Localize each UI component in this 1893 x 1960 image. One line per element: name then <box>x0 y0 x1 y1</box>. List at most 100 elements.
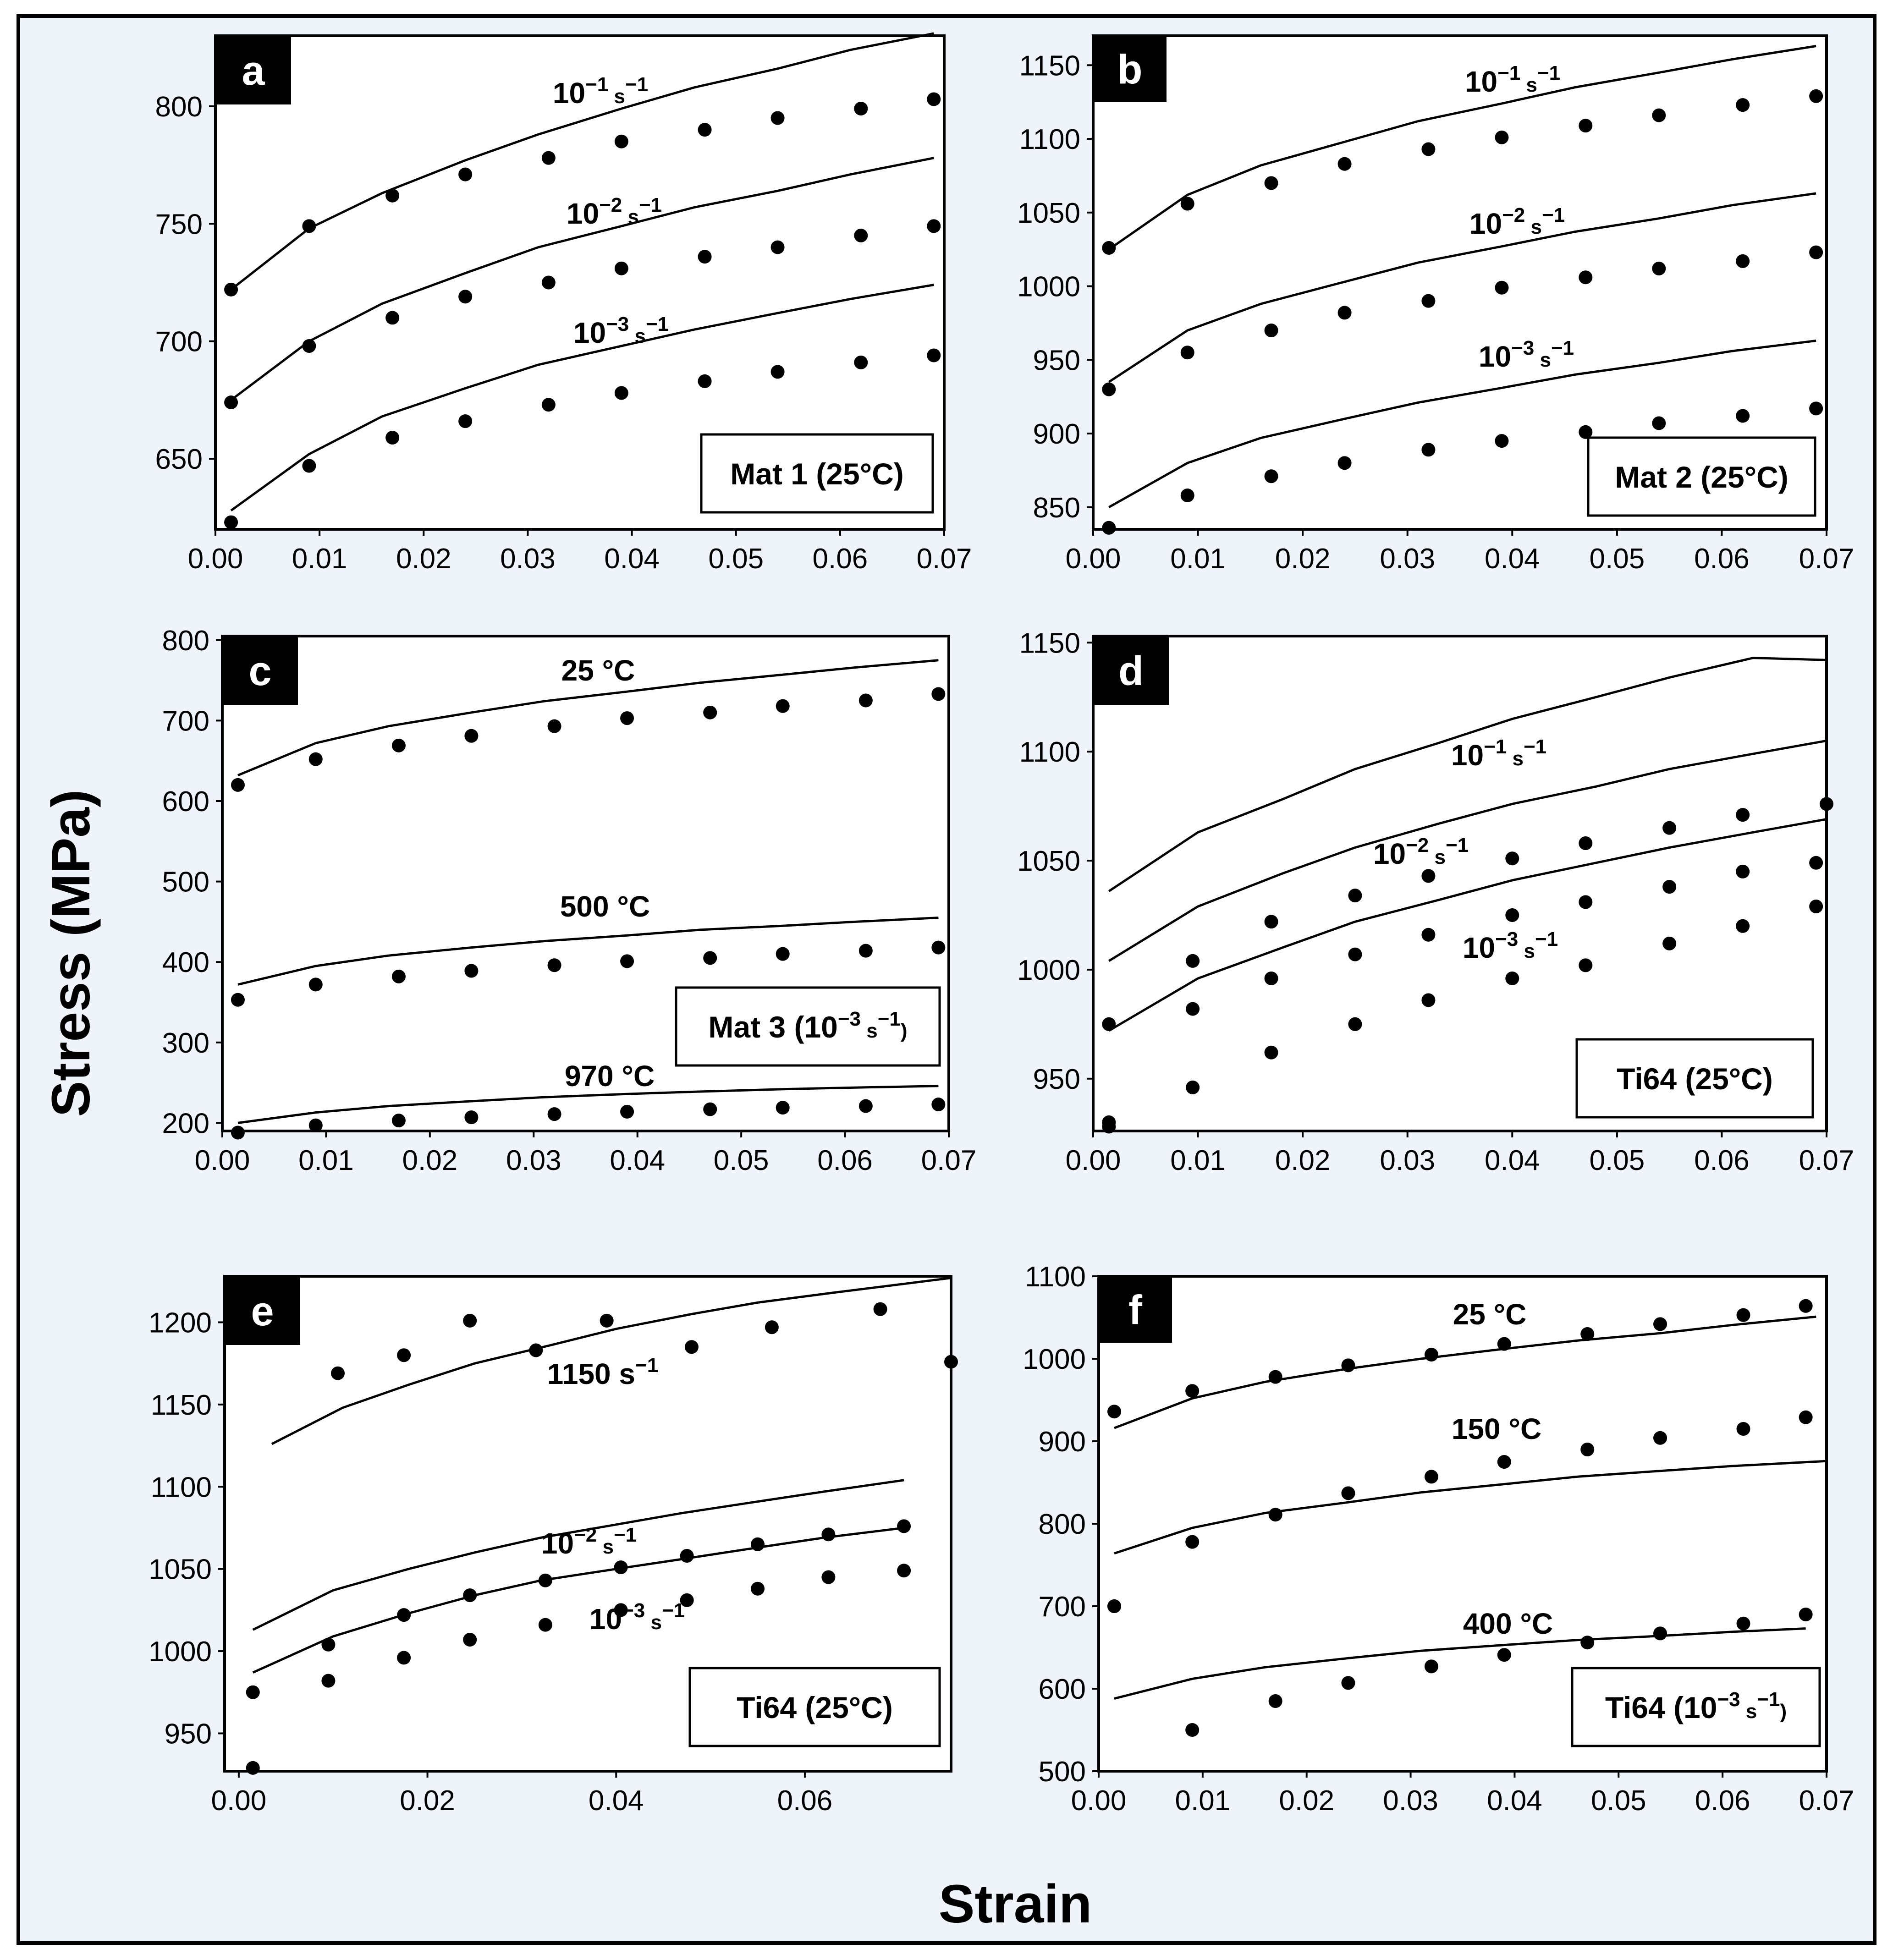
model-curve-3 <box>230 284 934 512</box>
label-base: 10 <box>553 77 585 110</box>
data-point <box>302 339 316 353</box>
data-point <box>1337 456 1352 470</box>
label-exponent: −2 <box>1502 204 1525 226</box>
panels: 650 700 750 800 0.00 0.01 0.02 0.03 0.04 0.05 0.06… <box>149 32 1854 1817</box>
data-point <box>703 1102 717 1116</box>
data-point <box>1264 1045 1278 1060</box>
data-point <box>1268 1508 1282 1522</box>
data-point <box>776 1101 790 1115</box>
label-base: 10 <box>589 1603 622 1636</box>
panel-letter: f <box>1128 1288 1143 1334</box>
data-point <box>1102 241 1116 255</box>
x-tick-label: 0.02 <box>396 543 451 575</box>
panel-letter: d <box>1118 648 1144 694</box>
y-tick-label: 500 <box>1039 1756 1086 1788</box>
label-exponent: −3 <box>622 1599 645 1622</box>
data-point <box>1662 821 1677 835</box>
x-tick-label: 0.02 <box>400 1785 455 1817</box>
data-point <box>1495 434 1509 448</box>
label-unit: s <box>622 206 639 228</box>
label-exponent: −1 <box>1497 62 1520 84</box>
data-point <box>873 1302 887 1316</box>
data-point <box>770 240 785 254</box>
data-point <box>463 1313 477 1328</box>
model-curve-3 <box>1108 818 1827 1032</box>
y-tick-label: 800 <box>1039 1509 1086 1540</box>
data-point <box>541 151 556 165</box>
data-point <box>1186 954 1200 968</box>
model-curve-2 <box>1114 1460 1827 1555</box>
data-point <box>858 944 873 958</box>
legend-box <box>700 433 934 514</box>
data-point <box>1268 1694 1282 1708</box>
data-point <box>1662 936 1677 950</box>
data-point <box>931 940 946 955</box>
data-point <box>600 1313 614 1328</box>
data-point <box>464 964 479 978</box>
data-point <box>1736 808 1750 822</box>
label-base: 10 <box>1463 931 1495 964</box>
legend-base: Ti64 (10 <box>1605 1691 1717 1724</box>
data-point <box>541 275 556 290</box>
data-point <box>231 993 245 1007</box>
data-point <box>1497 1337 1511 1351</box>
label-base: 10 <box>1469 207 1502 240</box>
data-point <box>1102 521 1116 535</box>
y-tick-label: 1000 <box>1017 271 1080 303</box>
legend-text: Ti64 (10−3 s−1) <box>1605 1688 1787 1724</box>
y-tick-label: 1000 <box>1017 955 1080 986</box>
data-point <box>1736 1308 1750 1322</box>
x-tick-label: 0.07 <box>1799 1785 1854 1817</box>
data-point <box>854 228 868 242</box>
legend-exponent: −3 <box>838 1008 861 1030</box>
curve-label-1: 1150 s−1 <box>547 1354 658 1390</box>
data-point <box>1579 119 1593 133</box>
data-point <box>397 1348 411 1362</box>
label-unit-exponent: −1 <box>614 1524 637 1546</box>
data-point <box>1736 1616 1750 1631</box>
panel-letter-badge <box>1093 36 1167 102</box>
data-point <box>1424 1348 1438 1362</box>
legend-text: Mat 2 (25°C) <box>1615 460 1788 494</box>
data-point <box>1736 409 1750 423</box>
x-tick-label: 0.04 <box>1485 543 1540 575</box>
data-point <box>1180 346 1194 360</box>
y-tick-label: 700 <box>1039 1591 1086 1623</box>
data-point <box>1736 864 1750 878</box>
data-point <box>1580 1327 1595 1341</box>
data-point <box>927 348 941 362</box>
x-tick-label: 0.01 <box>1170 543 1226 575</box>
data-point <box>698 374 712 388</box>
data-point <box>1186 1080 1200 1094</box>
legend-text: Mat 1 (25°C) <box>730 457 903 491</box>
data-point <box>397 1651 411 1665</box>
data-point <box>391 969 406 983</box>
label-exponent: −2 <box>599 194 622 216</box>
x-tick-label: 0.04 <box>589 1785 644 1817</box>
data-point <box>897 1564 911 1578</box>
label-unit: s <box>1429 846 1446 868</box>
data-point <box>302 459 316 473</box>
curve-label-3: 10−3 s−1 <box>1463 928 1558 964</box>
data-point <box>1341 1676 1355 1690</box>
y-tick-label: 1000 <box>1023 1344 1086 1375</box>
x-tick-label: 0.07 <box>917 543 972 575</box>
panel-c: 200 300 400 500 600 700 800 0.00 0.01 0.02 0.03 0.0… <box>162 625 977 1176</box>
data-point <box>529 1343 543 1357</box>
data-point <box>684 1340 699 1354</box>
curve-label-1: 10−1 s−1 <box>1451 736 1546 772</box>
y-tick-label: 1050 <box>1017 845 1080 877</box>
label-base: 10 <box>1479 340 1511 373</box>
data-point <box>547 719 561 733</box>
data-point <box>1102 1120 1116 1134</box>
data-point <box>765 1320 779 1334</box>
x-tick-label: 0.04 <box>1487 1785 1542 1817</box>
label-exponent: −3 <box>1511 337 1534 359</box>
legend-unit-exponent: −1 <box>878 1008 901 1030</box>
x-tick-label: 0.00 <box>211 1785 267 1817</box>
panel-letter-badge <box>222 636 298 705</box>
data-point <box>385 430 400 445</box>
data-point <box>776 947 790 961</box>
x-tick-label: 0.04 <box>1485 1145 1540 1176</box>
panel-letter: c <box>248 648 271 694</box>
